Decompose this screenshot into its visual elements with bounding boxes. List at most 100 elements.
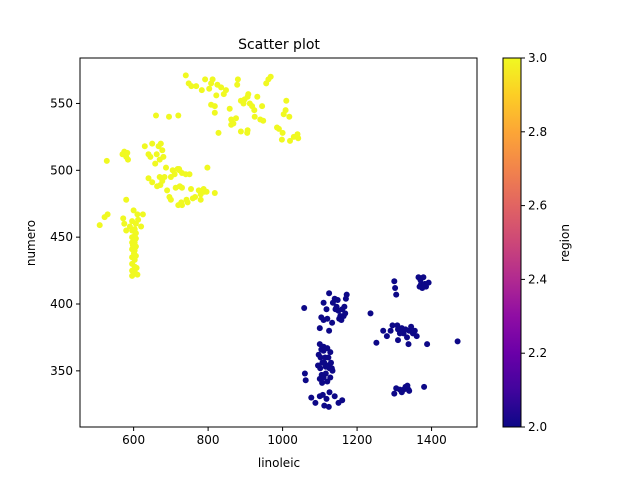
- data-point: [391, 390, 398, 397]
- data-point: [125, 156, 131, 163]
- data-point: [326, 389, 333, 396]
- data-point: [254, 93, 261, 100]
- data-point: [176, 166, 183, 172]
- data-point: [301, 305, 308, 311]
- data-point: [317, 365, 324, 372]
- data-point: [389, 322, 396, 329]
- data-point: [211, 190, 218, 196]
- data-point: [323, 306, 330, 313]
- data-point: [104, 211, 111, 218]
- data-point: [153, 112, 159, 119]
- data-point: [413, 333, 420, 340]
- data-point: [318, 314, 325, 321]
- colorbar-label: region: [558, 224, 572, 262]
- data-point: [133, 264, 140, 271]
- data-point: [324, 315, 331, 322]
- y-tick-label: 450: [50, 230, 73, 244]
- data-point: [134, 271, 141, 278]
- data-point: [223, 87, 229, 94]
- data-point: [141, 143, 148, 150]
- data-point: [329, 367, 336, 374]
- data-point: [209, 76, 216, 83]
- data-point: [156, 156, 163, 163]
- data-point: [202, 76, 209, 83]
- x-axis-label: linoleic: [258, 456, 300, 470]
- data-point: [287, 137, 293, 144]
- x-tick-label: 1400: [416, 433, 447, 447]
- colorbar-tick-label: 2.4: [528, 272, 547, 286]
- data-point: [175, 112, 182, 119]
- data-point: [226, 105, 233, 112]
- data-point: [367, 310, 374, 317]
- data-point: [341, 303, 348, 310]
- data-point: [308, 394, 315, 401]
- data-point: [282, 107, 289, 114]
- data-point: [320, 299, 327, 306]
- colorbar-tick-label: 2.0: [528, 420, 547, 434]
- data-point: [183, 196, 190, 203]
- data-point: [331, 393, 338, 400]
- data-point: [343, 291, 350, 298]
- data-point: [178, 199, 185, 206]
- data-point: [149, 179, 156, 186]
- data-point: [278, 136, 285, 143]
- data-point: [329, 319, 336, 326]
- data-point: [204, 164, 211, 171]
- data-point: [424, 341, 431, 348]
- data-point: [316, 325, 323, 332]
- data-point: [326, 327, 333, 334]
- y-tick-label: 500: [50, 163, 73, 177]
- colorbar-tick-label: 3.0: [528, 51, 547, 65]
- data-point: [132, 230, 139, 237]
- data-point: [167, 196, 174, 203]
- plot-frame: [79, 57, 478, 428]
- data-point: [154, 183, 161, 190]
- data-point: [123, 227, 130, 234]
- data-point: [325, 354, 332, 361]
- data-point: [134, 211, 141, 218]
- data-point: [425, 279, 432, 286]
- data-point: [96, 222, 103, 229]
- data-point: [186, 171, 193, 178]
- data-point: [103, 157, 110, 164]
- data-point: [334, 297, 341, 303]
- y-tick-label: 400: [50, 297, 73, 311]
- data-point: [130, 207, 137, 214]
- data-point: [145, 175, 152, 182]
- data-point: [244, 127, 251, 134]
- data-point: [251, 107, 258, 114]
- data-point: [120, 215, 127, 222]
- data-point: [406, 387, 413, 394]
- data-point: [421, 383, 428, 390]
- x-tick-label: 800: [197, 433, 220, 447]
- data-point: [327, 349, 334, 356]
- data-point: [319, 391, 326, 398]
- data-point: [188, 186, 194, 192]
- data-point: [327, 374, 334, 381]
- data-point: [383, 333, 390, 340]
- x-axis: 600 800 1000 1200 1400: [122, 427, 447, 447]
- data-point: [182, 72, 189, 79]
- data-point: [321, 402, 328, 409]
- chart-title: Scatter plot: [238, 37, 320, 53]
- data-point: [164, 187, 171, 194]
- data-point: [245, 91, 252, 98]
- data-point: [213, 92, 220, 99]
- data-point: [325, 403, 332, 410]
- data-point: [123, 196, 130, 203]
- colorbar-ticks: 2.0 2.2 2.4 2.6 2.8 3.0: [521, 51, 547, 434]
- y-tick-label: 550: [50, 96, 73, 110]
- data-point: [395, 337, 401, 344]
- data-point: [393, 291, 400, 298]
- data-point: [339, 397, 346, 404]
- data-point: [153, 151, 160, 158]
- data-point: [408, 323, 415, 330]
- data-point: [171, 171, 178, 178]
- data-point: [215, 129, 222, 136]
- data-point: [454, 338, 461, 345]
- data-point: [328, 359, 334, 366]
- data-point: [373, 339, 380, 346]
- data-point: [131, 250, 137, 257]
- data-point: [387, 327, 394, 334]
- data-point: [323, 395, 330, 402]
